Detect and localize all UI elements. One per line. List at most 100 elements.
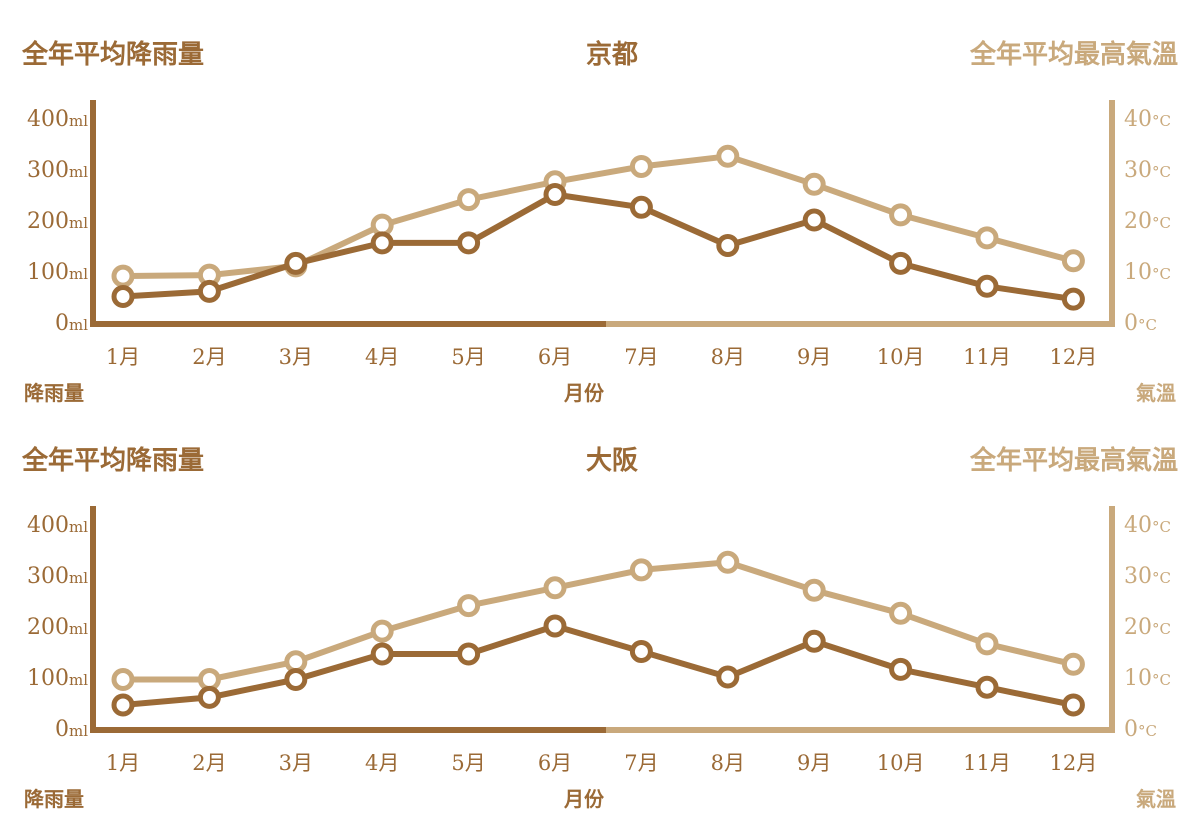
temp-data-point (629, 558, 653, 582)
left-tick-value: 200 (27, 209, 69, 234)
left-tick-unit: ml (69, 316, 88, 334)
left-tick-value: 100 (27, 260, 69, 285)
left-tick-unit: ml (69, 722, 88, 740)
right-tick-label: 40°C (1124, 107, 1171, 132)
right-tick-value: 40 (1124, 513, 1152, 538)
temp-data-point (1061, 249, 1085, 273)
right-tick-value: 0 (1124, 311, 1138, 336)
temp-series-line (122, 153, 1075, 280)
left-tick-unit: ml (69, 620, 88, 638)
temp-data-point (716, 144, 740, 168)
rain-data-point (284, 251, 308, 275)
left-title: 全年平均降雨量 (21, 39, 204, 70)
temp-series-line (123, 559, 1075, 683)
rain-data-point (802, 629, 826, 653)
left-axis-label: 降雨量 (24, 381, 84, 405)
left-tick-label: 200ml (27, 615, 88, 640)
right-tick-label: 30°C (1124, 564, 1171, 589)
right-tick-value: 10 (1124, 666, 1152, 691)
right-tick-label: 10°C (1124, 260, 1171, 285)
temp-data-point (111, 668, 135, 691)
month-label: 7月 (624, 345, 658, 369)
right-tick-unit: °C (1152, 214, 1171, 232)
rain-data-point (975, 675, 999, 699)
rain-data-point (197, 279, 221, 303)
rain-data-point (111, 285, 135, 308)
left-tick-label: 400ml (27, 107, 88, 132)
right-tick-value: 30 (1124, 158, 1152, 183)
month-label: 6月 (538, 751, 572, 775)
rain-data-point (889, 657, 913, 681)
rain-data-point (1061, 693, 1085, 717)
rain-data-point (975, 274, 999, 298)
right-tick-unit: °C (1152, 620, 1171, 638)
rain-data-point (716, 234, 740, 257)
rain-data-point (457, 642, 481, 666)
x-axis-label: 月份 (563, 787, 605, 811)
chart-2: 全年平均降雨量 大阪 全年平均最高氣溫0ml100ml200ml300ml400ml… (21, 445, 1178, 811)
chart-title: 大阪 (586, 446, 638, 476)
rain-data-point (1061, 287, 1085, 311)
right-tick-value: 20 (1124, 209, 1152, 234)
left-tick-unit: ml (69, 265, 88, 283)
month-label: 4月 (365, 345, 399, 369)
left-tick-label: 200ml (27, 209, 88, 234)
month-label: 2月 (192, 751, 226, 775)
chart-1: 全年平均降雨量 京都 全年平均最高氣溫0ml100ml200ml300ml400ml… (21, 39, 1178, 405)
rain-data-point (716, 665, 740, 689)
month-label: 6月 (538, 345, 572, 369)
temp-data-point (457, 188, 481, 212)
month-label: 1月 (106, 751, 140, 775)
rain-series-line (122, 191, 1074, 303)
left-tick-value: 100 (27, 666, 69, 691)
right-tick-label: 40°C (1124, 513, 1171, 538)
temp-data-point (802, 172, 826, 196)
temp-data-point (802, 578, 826, 602)
left-tick-value: 0 (55, 311, 69, 336)
left-tick-unit: ml (69, 112, 88, 130)
rain-data-point (889, 251, 913, 275)
left-tick-label: 0ml (55, 311, 88, 336)
left-axis-label: 降雨量 (24, 787, 84, 811)
rain-series-line (122, 623, 1075, 708)
temp-data-point (975, 226, 999, 250)
right-tick-unit: °C (1152, 163, 1171, 181)
rain-data-point (284, 668, 308, 691)
left-tick-unit: ml (69, 163, 88, 181)
month-label: 2月 (192, 345, 226, 369)
right-tick-unit: °C (1152, 671, 1171, 689)
temp-data-point (457, 594, 481, 618)
temp-data-point (975, 632, 999, 656)
left-tick-label: 100ml (27, 260, 88, 285)
month-label: 9月 (797, 751, 831, 775)
right-tick-unit: °C (1138, 316, 1157, 334)
temp-data-point (889, 601, 913, 625)
rain-data-point (543, 614, 567, 638)
left-tick-label: 400ml (27, 513, 88, 538)
rain-data-point (802, 208, 826, 232)
month-label: 10月 (877, 345, 925, 369)
x-axis-label: 月份 (563, 381, 605, 405)
month-label: 9月 (797, 345, 831, 369)
right-title: 全年平均最高氣溫 (969, 445, 1178, 476)
month-label: 5月 (451, 751, 485, 775)
month-label: 5月 (451, 345, 485, 369)
rain-data-point (197, 685, 221, 709)
right-tick-unit: °C (1152, 265, 1171, 283)
left-tick-value: 200 (27, 615, 69, 640)
month-label: 11月 (963, 751, 1011, 775)
temp-data-point (197, 668, 221, 691)
month-label: 12月 (1050, 345, 1098, 369)
chart-title: 京都 (586, 39, 638, 70)
left-tick-value: 300 (27, 564, 69, 589)
month-label: 1月 (106, 345, 140, 369)
left-tick-value: 400 (27, 513, 69, 538)
left-tick-value: 400 (27, 107, 69, 132)
right-tick-value: 40 (1124, 107, 1152, 132)
temp-data-point (629, 155, 653, 178)
rain-data-point (629, 195, 653, 219)
left-tick-unit: ml (69, 671, 88, 689)
month-label: 8月 (711, 345, 745, 369)
left-tick-unit: ml (69, 214, 88, 232)
